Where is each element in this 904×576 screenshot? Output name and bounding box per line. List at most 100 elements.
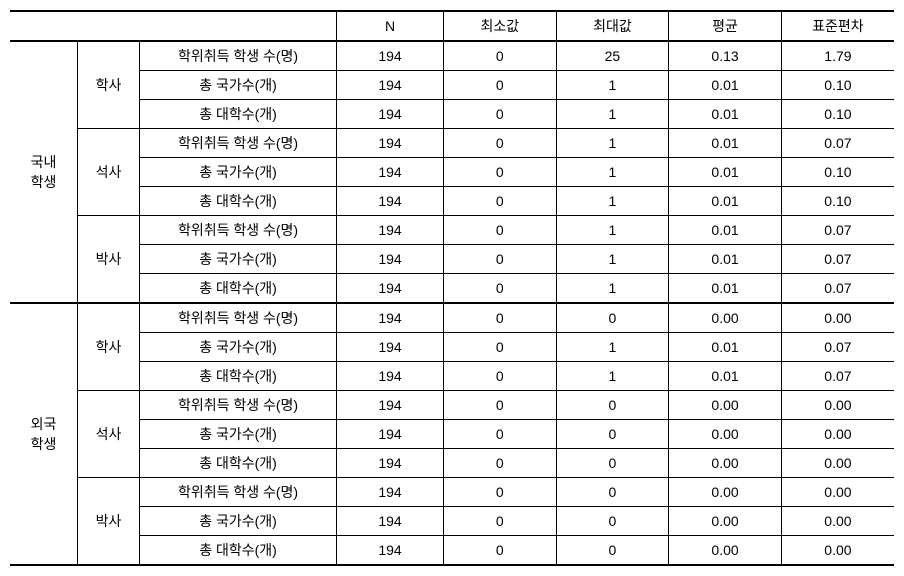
max-value: 0: [556, 507, 669, 536]
header-mean: 평균: [669, 11, 782, 41]
min-value: 0: [444, 129, 557, 158]
metric-label: 학위취득 학생 수(명): [139, 216, 336, 245]
degree-label: 학사: [78, 41, 140, 129]
std-value: 0.07: [781, 216, 894, 245]
std-value: 0.00: [781, 449, 894, 478]
table-row: 석사학위취득 학생 수(명)194010.010.07: [10, 129, 894, 158]
header-row: N 최소값 최대값 평균 표준편차: [10, 11, 894, 41]
n-value: 194: [337, 100, 444, 129]
table-row: 총 대학수(개)194000.000.00: [10, 449, 894, 478]
n-value: 194: [337, 391, 444, 420]
min-value: 0: [444, 216, 557, 245]
table-row: 총 대학수(개)194010.010.07: [10, 274, 894, 304]
metric-label: 총 국가수(개): [139, 507, 336, 536]
n-value: 194: [337, 333, 444, 362]
table-row: 박사학위취득 학생 수(명)194010.010.07: [10, 216, 894, 245]
metric-label: 총 국가수(개): [139, 245, 336, 274]
table-row: 외국 학생학사학위취득 학생 수(명)194000.000.00: [10, 303, 894, 333]
max-value: 0: [556, 420, 669, 449]
metric-label: 학위취득 학생 수(명): [139, 391, 336, 420]
min-value: 0: [444, 362, 557, 391]
mean-value: 0.00: [669, 507, 782, 536]
table-row: 총 국가수(개)194000.000.00: [10, 420, 894, 449]
metric-label: 학위취득 학생 수(명): [139, 478, 336, 507]
degree-label: 박사: [78, 216, 140, 304]
degree-label: 석사: [78, 129, 140, 216]
min-value: 0: [444, 158, 557, 187]
mean-value: 0.01: [669, 333, 782, 362]
std-value: 0.10: [781, 158, 894, 187]
min-value: 0: [444, 100, 557, 129]
std-value: 0.10: [781, 100, 894, 129]
metric-label: 총 국가수(개): [139, 71, 336, 100]
std-value: 0.10: [781, 71, 894, 100]
n-value: 194: [337, 536, 444, 566]
header-max: 최대값: [556, 11, 669, 41]
mean-value: 0.00: [669, 391, 782, 420]
mean-value: 0.00: [669, 536, 782, 566]
mean-value: 0.00: [669, 478, 782, 507]
table-row: 총 국가수(개)194010.010.10: [10, 71, 894, 100]
std-value: 0.00: [781, 303, 894, 333]
metric-label: 학위취득 학생 수(명): [139, 303, 336, 333]
max-value: 1: [556, 245, 669, 274]
std-value: 0.07: [781, 245, 894, 274]
metric-label: 총 대학수(개): [139, 100, 336, 129]
degree-label: 학사: [78, 303, 140, 391]
n-value: 194: [337, 41, 444, 71]
max-value: 1: [556, 129, 669, 158]
std-value: 0.07: [781, 129, 894, 158]
std-value: 0.07: [781, 362, 894, 391]
degree-label: 석사: [78, 391, 140, 478]
mean-value: 0.01: [669, 216, 782, 245]
mean-value: 0.01: [669, 274, 782, 304]
min-value: 0: [444, 71, 557, 100]
table-row: 총 국가수(개)194010.010.07: [10, 333, 894, 362]
max-value: 0: [556, 303, 669, 333]
table-row: 총 대학수(개)194010.010.10: [10, 187, 894, 216]
std-value: 0.00: [781, 507, 894, 536]
table-row: 국내 학생학사학위취득 학생 수(명)1940250.131.79: [10, 41, 894, 71]
table-row: 석사학위취득 학생 수(명)194000.000.00: [10, 391, 894, 420]
min-value: 0: [444, 391, 557, 420]
n-value: 194: [337, 478, 444, 507]
max-value: 25: [556, 41, 669, 71]
table-row: 박사학위취득 학생 수(명)194000.000.00: [10, 478, 894, 507]
table-row: 총 국가수(개)194010.010.10: [10, 158, 894, 187]
mean-value: 0.00: [669, 420, 782, 449]
n-value: 194: [337, 449, 444, 478]
min-value: 0: [444, 303, 557, 333]
max-value: 0: [556, 449, 669, 478]
n-value: 194: [337, 303, 444, 333]
n-value: 194: [337, 129, 444, 158]
statistics-table: N 최소값 최대값 평균 표준편차 국내 학생학사학위취득 학생 수(명)194…: [10, 10, 894, 566]
metric-label: 학위취득 학생 수(명): [139, 129, 336, 158]
std-value: 0.00: [781, 536, 894, 566]
mean-value: 0.00: [669, 303, 782, 333]
min-value: 0: [444, 478, 557, 507]
max-value: 0: [556, 536, 669, 566]
std-value: 0.00: [781, 391, 894, 420]
n-value: 194: [337, 507, 444, 536]
min-value: 0: [444, 333, 557, 362]
metric-label: 총 국가수(개): [139, 420, 336, 449]
header-min: 최소값: [444, 11, 557, 41]
header-std: 표준편차: [781, 11, 894, 41]
mean-value: 0.01: [669, 71, 782, 100]
mean-value: 0.01: [669, 158, 782, 187]
min-value: 0: [444, 245, 557, 274]
table-row: 총 대학수(개)194010.010.10: [10, 100, 894, 129]
std-value: 0.07: [781, 274, 894, 304]
header-n: N: [337, 11, 444, 41]
max-value: 1: [556, 71, 669, 100]
max-value: 1: [556, 274, 669, 304]
degree-label: 박사: [78, 478, 140, 566]
min-value: 0: [444, 274, 557, 304]
std-value: 0.07: [781, 333, 894, 362]
mean-value: 0.13: [669, 41, 782, 71]
metric-label: 총 대학수(개): [139, 536, 336, 566]
n-value: 194: [337, 71, 444, 100]
metric-label: 총 대학수(개): [139, 362, 336, 391]
std-value: 0.00: [781, 478, 894, 507]
std-value: 0.00: [781, 420, 894, 449]
